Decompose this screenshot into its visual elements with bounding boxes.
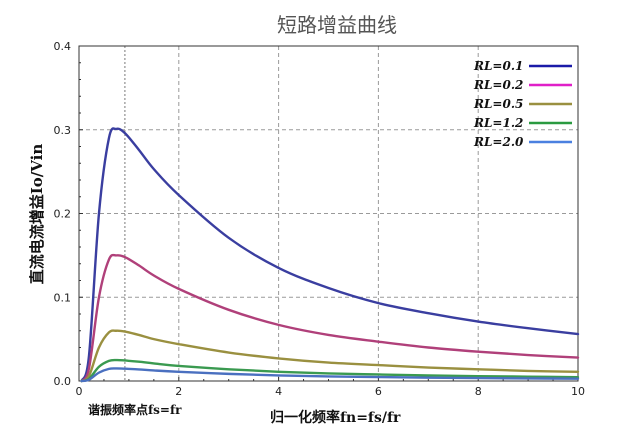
y-tick-label: 0.0 — [54, 375, 72, 388]
grid — [79, 46, 578, 381]
y-tick-label: 0.1 — [54, 291, 72, 304]
watermark-text: CSDN @Not Dr.Wang422 — [439, 414, 600, 429]
legend: RL=0.1 RL=0.2 RL=0.5 RL=1.2 RL=2.0 — [473, 59, 572, 149]
series-line-2 — [80, 253, 580, 383]
axes: 0 2 4 6 8 10 0.0 0.1 0.2 0.3 0.4 — [54, 40, 586, 398]
x-tick-label: 10 — [571, 385, 585, 398]
series-lines — [80, 127, 580, 383]
series-line-3 — [80, 329, 580, 383]
series-line-4 — [80, 358, 580, 383]
chart-title: 短路增益曲线 — [277, 13, 397, 37]
x-axis-label: 归一化频率fn=fs/fr — [270, 409, 401, 426]
x-tick-label: 8 — [475, 385, 482, 398]
series-line-5 — [80, 367, 580, 383]
x-tick-label: 2 — [175, 385, 182, 398]
x-tick-label: 6 — [375, 385, 382, 398]
legend-label-3: RL=0.5 — [473, 97, 523, 111]
legend-label-4: RL=1.2 — [473, 116, 523, 130]
y-tick-label: 0.4 — [54, 40, 72, 53]
x-tick-label: 0 — [76, 385, 83, 398]
legend-label-5: RL=2.0 — [473, 135, 524, 149]
y-tick-label: 0.2 — [54, 208, 72, 221]
y-tick-label: 0.3 — [54, 124, 72, 137]
x-tick-label: 4 — [275, 385, 282, 398]
legend-label-1: RL=0.1 — [473, 59, 523, 73]
legend-label-2: RL=0.2 — [473, 78, 523, 92]
y-axis-label: 直流电流增益Io/Vin — [28, 144, 46, 285]
series-line-1 — [80, 127, 580, 383]
resonance-label: 谐振频率点fs=fr — [88, 402, 182, 417]
